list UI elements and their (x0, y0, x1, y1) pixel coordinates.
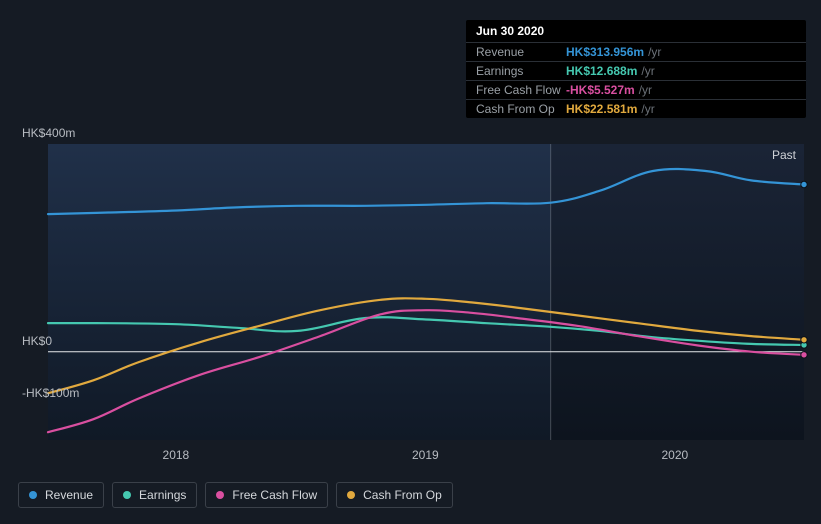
tooltip-row-value: HK$22.581m (566, 103, 637, 115)
tooltip-row-unit: /yr (639, 84, 652, 96)
legend-swatch-icon (123, 491, 131, 499)
tooltip-row: Cash From OpHK$22.581m/yr (466, 99, 806, 118)
legend-item-label: Cash From Op (363, 488, 442, 502)
series-end-fcf (801, 352, 807, 358)
past-label: Past (772, 148, 796, 162)
x-tick-label: 2018 (163, 448, 190, 462)
x-tick-label: 2020 (661, 448, 688, 462)
legend-item-revenue[interactable]: Revenue (18, 482, 104, 508)
tooltip-date: Jun 30 2020 (466, 20, 806, 42)
tooltip-row-label: Earnings (476, 65, 566, 77)
legend-item-earnings[interactable]: Earnings (112, 482, 197, 508)
legend-swatch-icon (29, 491, 37, 499)
tooltip-row: RevenueHK$313.956m/yr (466, 42, 806, 61)
tooltip-row-value: HK$12.688m (566, 65, 637, 77)
tooltip-row-value: HK$313.956m (566, 46, 644, 58)
legend-swatch-icon (347, 491, 355, 499)
legend-item-fcf[interactable]: Free Cash Flow (205, 482, 328, 508)
tooltip-row-label: Cash From Op (476, 103, 566, 115)
tooltip: Jun 30 2020 RevenueHK$313.956m/yrEarning… (466, 20, 806, 118)
tooltip-row-value: -HK$5.527m (566, 84, 635, 96)
legend-item-cfo[interactable]: Cash From Op (336, 482, 453, 508)
y-tick-label: -HK$100m (22, 386, 79, 400)
legend: Revenue Earnings Free Cash Flow Cash From O… (18, 482, 453, 508)
legend-item-label: Earnings (139, 488, 186, 502)
y-tick-label: HK$400m (22, 126, 75, 140)
series-end-revenue (801, 181, 807, 187)
series-end-cfo (801, 337, 807, 343)
tooltip-row-unit: /yr (648, 46, 661, 58)
tooltip-row-label: Revenue (476, 46, 566, 58)
tooltip-row-label: Free Cash Flow (476, 84, 566, 96)
legend-swatch-icon (216, 491, 224, 499)
tooltip-row: EarningsHK$12.688m/yr (466, 61, 806, 80)
legend-item-label: Revenue (45, 488, 93, 502)
tooltip-row-unit: /yr (641, 65, 654, 77)
legend-item-label: Free Cash Flow (232, 488, 317, 502)
x-tick-label: 2019 (412, 448, 439, 462)
y-tick-label: HK$0 (22, 334, 52, 348)
financial-chart: Past HK$400m HK$0 -HK$100m 2018 2019 2020 Ju… (0, 0, 821, 524)
tooltip-row: Free Cash Flow-HK$5.527m/yr (466, 80, 806, 99)
tooltip-row-unit: /yr (641, 103, 654, 115)
